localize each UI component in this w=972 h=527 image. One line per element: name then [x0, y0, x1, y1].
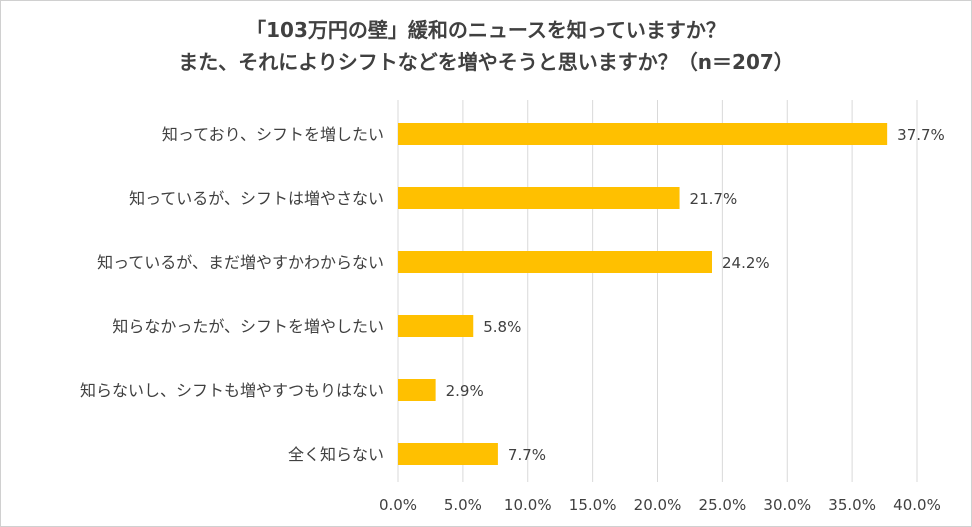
x-tick-label: 30.0%: [763, 496, 811, 514]
data-label: 37.7%: [897, 126, 945, 144]
category-label: 知っているが、まだ増やすかわからない: [97, 253, 384, 272]
bar: [398, 187, 680, 209]
x-tick-label: 0.0%: [379, 496, 417, 514]
bar: [398, 123, 888, 145]
category-label: 知らないし、シフトも増やすつもりはない: [80, 381, 384, 400]
chart-title-line-1: 「103万円の壁」緩和のニュースを知っていますか？: [246, 18, 726, 42]
category-label: 知らなかったが、シフトを増やしたい: [112, 317, 384, 336]
bar: [398, 251, 712, 273]
x-tick-label: 5.0%: [444, 496, 482, 514]
x-tick-label: 40.0%: [893, 496, 941, 514]
data-label: 2.9%: [446, 382, 484, 400]
data-label: 24.2%: [722, 254, 770, 272]
bar: [398, 443, 498, 465]
x-tick-label: 35.0%: [828, 496, 876, 514]
x-tick-label: 15.0%: [569, 496, 617, 514]
x-tick-label: 20.0%: [634, 496, 682, 514]
x-tick-label: 25.0%: [699, 496, 747, 514]
category-label: 全く知らない: [288, 445, 384, 464]
data-label: 21.7%: [690, 190, 738, 208]
x-tick-label: 10.0%: [504, 496, 552, 514]
data-label: 5.8%: [483, 318, 521, 336]
category-label: 知っており、シフトを増したい: [162, 125, 384, 144]
bar: [398, 315, 474, 337]
bar: [398, 379, 436, 401]
data-label: 7.7%: [508, 446, 546, 464]
category-label: 知っているが、シフトは増やさない: [129, 189, 384, 208]
chart-title-line-2: また、それによりシフトなどを増やそうと思いますか？（n＝207）: [178, 50, 794, 74]
